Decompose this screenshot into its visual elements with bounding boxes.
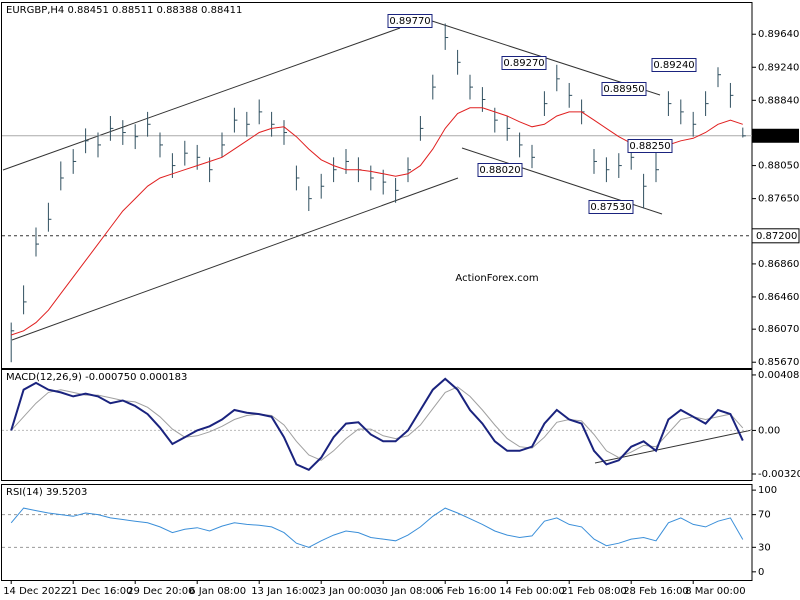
price-bars: [10, 23, 746, 363]
y-tick-label: -0.003209: [758, 469, 800, 480]
price-annotation: 0.87530: [590, 202, 631, 213]
y-tick-label: 0.88050: [758, 161, 799, 172]
panel-title: RSI(14) 39.5203: [6, 487, 87, 498]
panel-title: MACD(12,26,9) -0.000750 0.000183: [6, 372, 187, 383]
price-annotation-box: [387, 14, 433, 28]
panel-title: EURGBP,H4 0.88451 0.88511 0.88388 0.8841…: [6, 5, 242, 16]
x-tick-label: 6 Feb 16:00: [437, 586, 496, 597]
x-tick-label: 23 Jan 00:00: [313, 586, 376, 597]
x-tick-label: 30 Jan 08:00: [375, 586, 438, 597]
level-box: [751, 228, 800, 244]
current-price-box: [752, 128, 799, 143]
price-annotation-box: [601, 82, 647, 96]
price-annotation: 0.89270: [503, 58, 544, 69]
y-tick-label: 0.00: [758, 425, 780, 436]
price-annotation: 0.88250: [629, 141, 670, 152]
moving-average: [11, 107, 743, 336]
y-tick-label: 0.85670: [758, 357, 799, 368]
panel-border: [1, 369, 753, 481]
y-tick-label: 70: [758, 510, 771, 521]
price-annotation-box: [501, 56, 547, 70]
price-annotation-box: [627, 139, 673, 153]
x-tick-label: 28 Feb 16:00: [623, 586, 689, 597]
level-label: 0.87200: [756, 231, 797, 242]
x-tick-label: 14 Feb 00:00: [499, 586, 565, 597]
x-tick-label: 13 Jan 16:00: [251, 586, 314, 597]
x-tick-label: 14 Dec 2022: [3, 586, 67, 597]
rsi-line: [10, 507, 744, 548]
x-tick-label: 8 Mar 00:00: [685, 586, 745, 597]
y-tick-label: 0.86070: [758, 324, 799, 335]
y-tick-label: 0.004083: [758, 370, 800, 381]
y-tick-label: 0.89640: [758, 29, 799, 40]
price-annotation-box: [477, 163, 523, 177]
x-tick-label: 21 Feb 08:00: [561, 586, 627, 597]
price-annotation: 0.89770: [389, 16, 430, 27]
x-tick-label: 29 Dec 20:00: [127, 586, 194, 597]
y-tick-label: 30: [758, 542, 771, 553]
macd-line: [10, 377, 744, 471]
channel-lower: [11, 177, 459, 341]
price-annotation: 0.89240: [653, 60, 694, 71]
y-tick-label: 0: [758, 567, 764, 578]
y-tick-label: 0.88840: [758, 95, 799, 106]
y-tick-label: 0.86460: [758, 292, 799, 303]
panel-border: [1, 2, 753, 369]
price-annotation: 0.88950: [603, 84, 644, 95]
y-tick-label: 100: [758, 485, 777, 496]
price-annotation-box: [588, 200, 634, 214]
y-tick-label: 0.89240: [758, 62, 799, 73]
price-annotation: 0.88020: [479, 165, 520, 176]
y-tick-label: 0.86860: [758, 259, 799, 270]
x-tick-label: 21 Dec 16:00: [65, 586, 132, 597]
panel-border: [1, 484, 753, 581]
watermark: ActionForex.com: [455, 273, 538, 284]
y-tick-label: 0.87650: [758, 194, 799, 205]
price-annotation-box: [651, 58, 697, 72]
current-price-label: 0.88411: [756, 131, 797, 142]
channel-upper: [2, 27, 401, 171]
x-tick-label: 6 Jan 08:00: [189, 586, 246, 597]
